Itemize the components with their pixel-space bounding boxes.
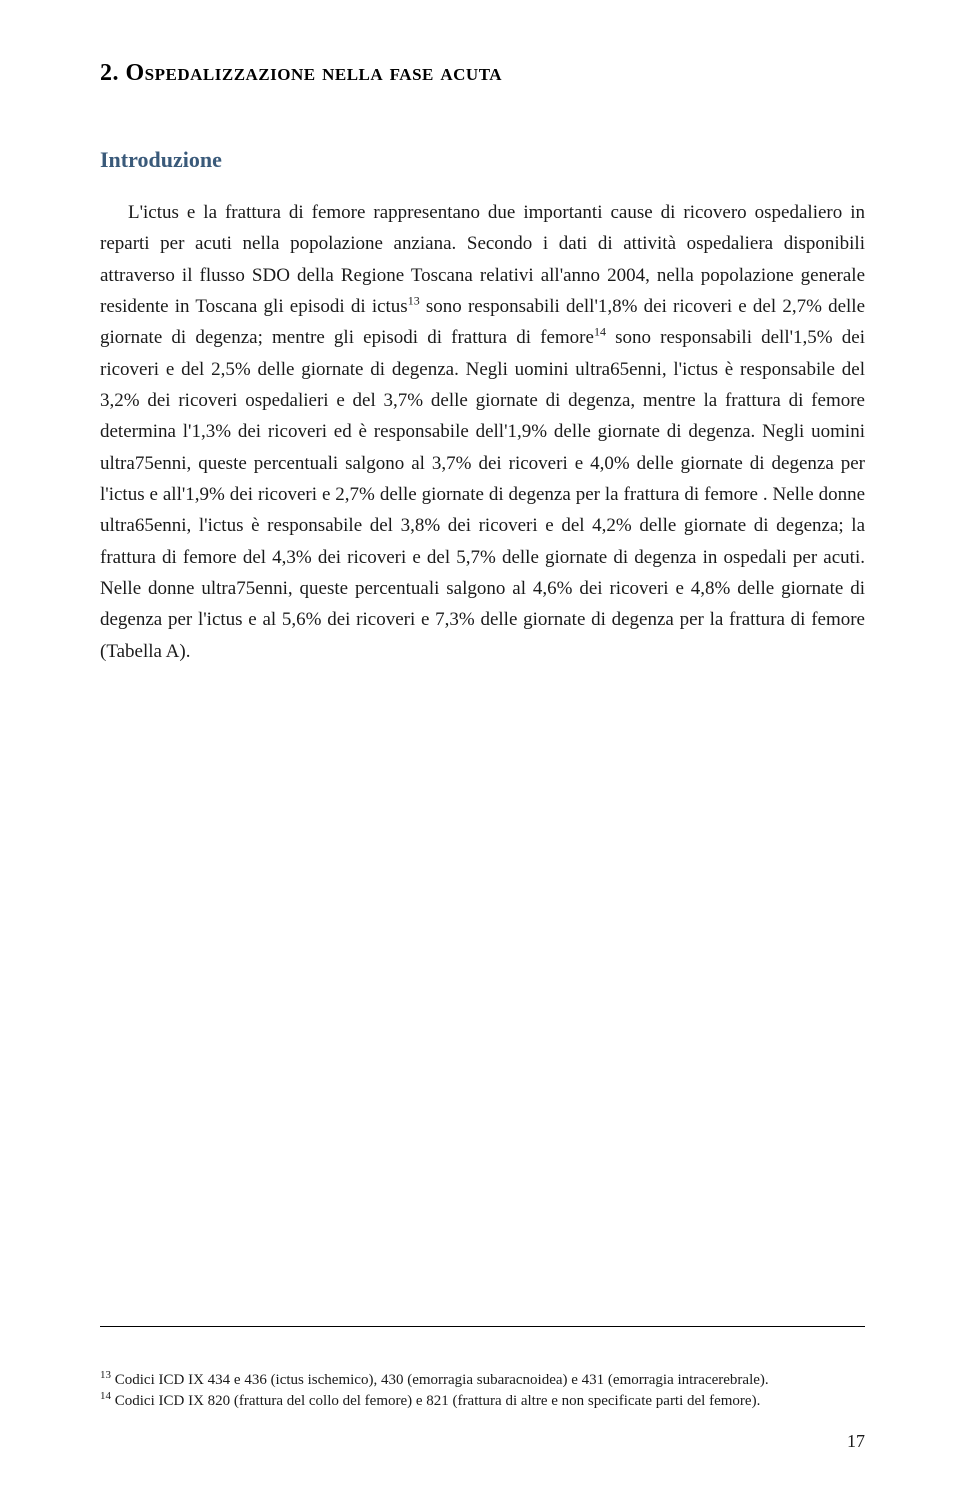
section-heading-introduzione: Introduzione (100, 147, 865, 173)
chapter-title: 2. Ospedalizzazione nella fase acuta (100, 60, 865, 87)
footnote-text: Codici ICD IX 434 e 436 (ictus ischemico… (115, 1372, 769, 1388)
footnote-number: 13 (100, 1369, 111, 1381)
footnote-text: Codici ICD IX 820 (frattura del collo de… (115, 1393, 761, 1409)
footnote-14: 14 Codici ICD IX 820 (frattura del collo… (100, 1391, 865, 1412)
footnote-number: 14 (100, 1390, 111, 1402)
footnote-separator (100, 1326, 865, 1327)
page-number: 17 (847, 1431, 865, 1452)
intro-paragraph: L'ictus e la frattura di femore rapprese… (100, 197, 865, 667)
footnotes-container: 13 Codici ICD IX 434 e 436 (ictus ischem… (100, 1370, 865, 1412)
footnote-13: 13 Codici ICD IX 434 e 436 (ictus ischem… (100, 1370, 865, 1391)
